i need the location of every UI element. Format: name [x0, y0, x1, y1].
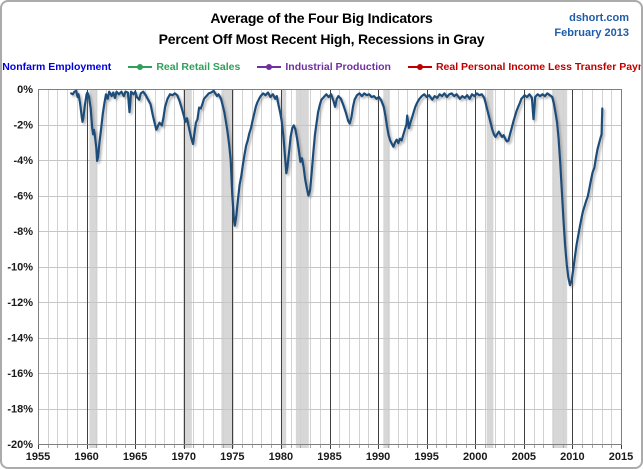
- x-tick-label: 2015: [609, 451, 633, 463]
- y-tick-label: -4%: [13, 155, 33, 167]
- recession-band: [486, 89, 494, 448]
- x-tick-label: 2005: [512, 451, 536, 463]
- x-tick-label: 1955: [26, 451, 50, 463]
- legend-label: Nonfarm Employment: [2, 61, 112, 73]
- line-dot-marker-icon: [257, 64, 282, 70]
- x-tick-label: 1965: [123, 451, 147, 463]
- y-tick-label: -10%: [7, 262, 33, 274]
- legend-item-real-personal-income: Real Personal Income Less Transfer Payme…: [407, 61, 641, 73]
- y-tick-label: -6%: [13, 191, 33, 203]
- recession-band: [182, 89, 192, 448]
- recession-band: [280, 89, 287, 448]
- source-date: February 2013: [554, 27, 629, 39]
- source-site: dshort.com: [569, 12, 629, 24]
- legend-item-nonfarm-employment: Nonfarm Employment: [2, 61, 112, 73]
- x-tick-label: 2000: [463, 451, 487, 463]
- plot-border: [38, 89, 622, 445]
- x-tick-label: 1980: [269, 451, 293, 463]
- legend-label: Industrial Production: [285, 61, 391, 73]
- legend-item-industrial-production: Industrial Production: [257, 61, 391, 73]
- legend-item-real-retail-sales: Real Retail Sales: [128, 61, 240, 73]
- y-tick-label: 0%: [17, 84, 33, 96]
- legend-label: Real Personal Income Less Transfer Payme…: [435, 61, 641, 73]
- recession-band: [383, 89, 390, 448]
- marker-dot-icon: [137, 64, 144, 70]
- recession-band: [89, 89, 98, 448]
- x-axis-labels: 1955 1960 1965 1970 1975 1980 1985 1990 1995 2000…: [26, 451, 633, 463]
- y-tick-label: -20%: [7, 439, 33, 451]
- legend-label: Real Retail Sales: [156, 61, 241, 73]
- x-tick-label: 1975: [220, 451, 244, 463]
- x-tick-label: 1995: [414, 451, 438, 463]
- y-axis-labels: 0% -2% -4% -6% -8% -10% -12% -14% -16% -18% -20%: [7, 84, 33, 451]
- x-tick-label: 2010: [560, 451, 584, 463]
- x-tick-label: 1960: [74, 451, 98, 463]
- chart-header: Average of the Four Big Indicators Perce…: [2, 8, 641, 50]
- x-tick-label: 1985: [317, 451, 341, 463]
- chart-subtitle: Percent Off Most Recent High, Recessions…: [158, 31, 485, 47]
- y-tick-label: -14%: [7, 333, 33, 345]
- chart-title: Average of the Four Big Indicators: [210, 10, 433, 26]
- y-tick-label: -18%: [7, 404, 33, 416]
- legend: Nonfarm Employment Real Retail Sales Ind…: [2, 61, 641, 73]
- x-tick-label: 1970: [172, 451, 196, 463]
- marker-dot-icon: [266, 64, 273, 70]
- minor-gridlines: [48, 89, 612, 444]
- line-dot-marker-icon: [407, 64, 432, 70]
- marker-dot-icon: [416, 64, 423, 70]
- y-tick-label: -12%: [7, 297, 33, 309]
- source-block: dshort.com February 2013: [554, 11, 629, 41]
- x-tick-label: 1990: [366, 451, 390, 463]
- y-tick-label: -16%: [7, 368, 33, 380]
- y-tick-label: -2%: [13, 120, 33, 132]
- average-indicator-line: [70, 89, 604, 287]
- y-tick-label: -8%: [13, 226, 33, 238]
- line-dot-marker-icon: [128, 64, 153, 70]
